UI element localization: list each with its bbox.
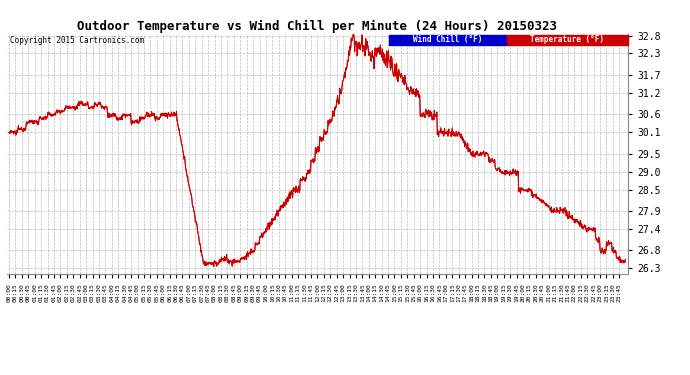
Text: Copyright 2015 Cartronics.com: Copyright 2015 Cartronics.com [10, 36, 144, 45]
Text: Temperature (°F): Temperature (°F) [531, 35, 604, 44]
Title: Outdoor Temperature vs Wind Chill per Minute (24 Hours) 20150323: Outdoor Temperature vs Wind Chill per Mi… [77, 20, 558, 33]
Text: Wind Chill (°F): Wind Chill (°F) [413, 35, 482, 44]
FancyBboxPatch shape [389, 35, 506, 45]
FancyBboxPatch shape [506, 35, 628, 45]
